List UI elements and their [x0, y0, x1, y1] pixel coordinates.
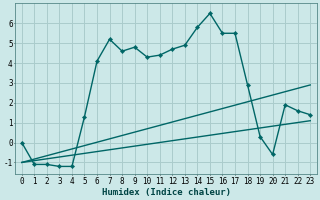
X-axis label: Humidex (Indice chaleur): Humidex (Indice chaleur) [101, 188, 230, 197]
